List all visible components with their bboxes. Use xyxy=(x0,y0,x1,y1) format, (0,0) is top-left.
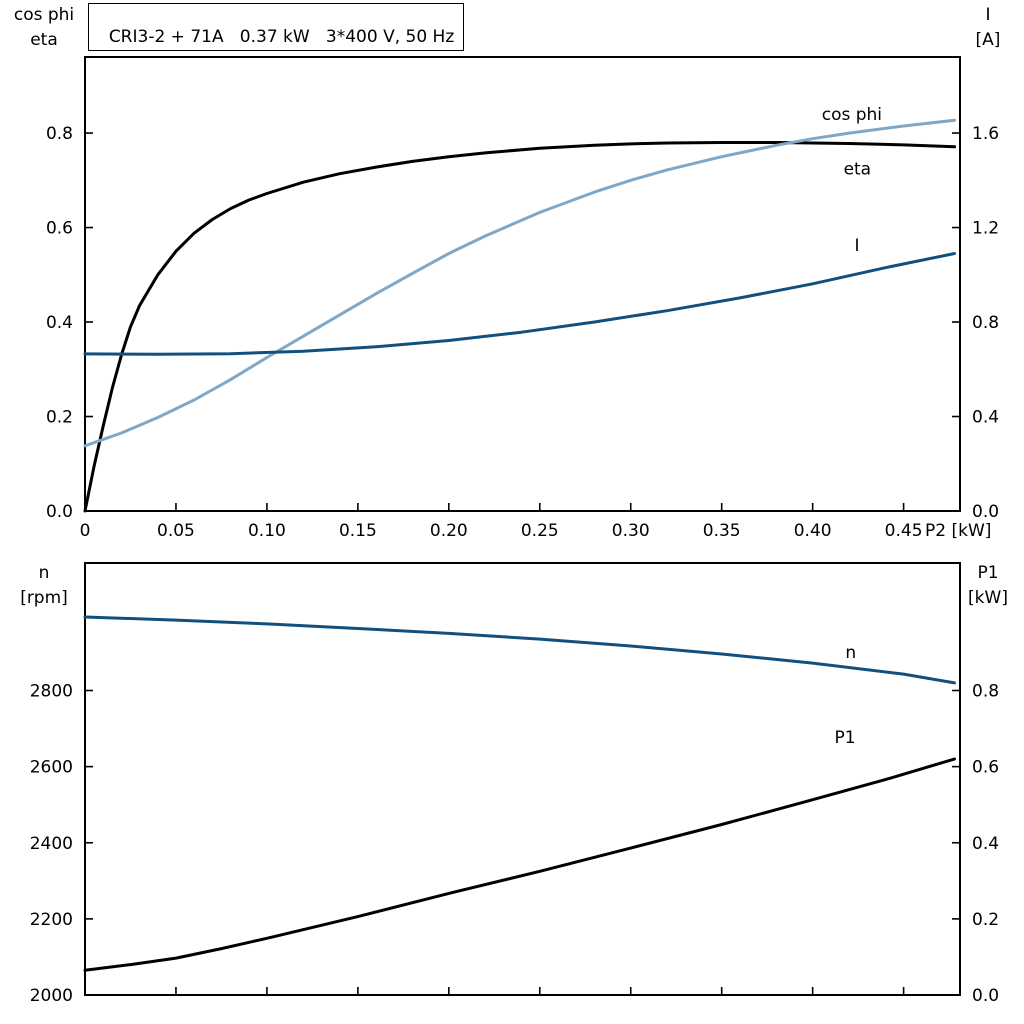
y-tick-label-right: 0.8 xyxy=(972,313,999,333)
x-tick-label: 0.40 xyxy=(794,521,832,541)
y-tick-label-left: 2200 xyxy=(30,910,73,930)
right-axis-label: [kW] xyxy=(968,588,1008,608)
y-tick-label-right: 0.0 xyxy=(972,986,999,1006)
y-tick-label-left: 0.4 xyxy=(46,313,73,333)
y-tick-label-right: 0.4 xyxy=(972,408,999,428)
y-tick-label-left: 2800 xyxy=(30,682,73,702)
y-tick-label-left: 0.6 xyxy=(46,219,73,239)
speed-curve-label: n xyxy=(845,643,856,663)
y-tick-label-right: 0.0 xyxy=(972,502,999,522)
y-tick-label-right: 0.8 xyxy=(972,682,999,702)
y-tick-label-right: 0.6 xyxy=(972,758,999,778)
bottom-chart-frame xyxy=(84,562,961,996)
x-tick-label: 0.20 xyxy=(430,521,468,541)
power-p1-curve xyxy=(83,757,956,972)
bottom-chart: 2000 2200 2400 2600 2800 0.0 0.2 0.4 0.6 0.8 n [rpm… xyxy=(20,562,1008,1006)
right-axis-label: I xyxy=(985,5,990,25)
y-tick-label-left: 2400 xyxy=(30,834,73,854)
x-tick-label: 0 xyxy=(80,521,91,541)
eta-curve-label: eta xyxy=(844,160,872,180)
right-axis-label: [A] xyxy=(976,30,1001,50)
power-p1-curve-label: P1 xyxy=(834,728,855,748)
y-tick-label-right: 1.2 xyxy=(972,219,999,239)
chart-title-box: CRI3-2 + 71A 0.37 kW 3*400 V, 50 Hz xyxy=(88,3,465,51)
current-curve xyxy=(83,252,956,356)
y-tick-label-right: 0.4 xyxy=(972,834,999,854)
y-tick-label-left: 2600 xyxy=(30,758,73,778)
y-tick-label-left: 0.2 xyxy=(46,408,73,428)
x-axis-label: P2 [kW] xyxy=(925,521,991,541)
chart-title: CRI3-2 + 71A 0.37 kW 3*400 V, 50 Hz xyxy=(108,27,455,47)
eta-curve xyxy=(83,141,956,513)
right-axis-label: P1 xyxy=(977,563,998,583)
x-tick-label: 0.45 xyxy=(885,521,923,541)
x-tick-label: 0.35 xyxy=(703,521,741,541)
y-tick-label-right: 1.6 xyxy=(972,124,999,144)
left-axis-label: [rpm] xyxy=(20,588,68,608)
x-tick-label: 0.05 xyxy=(157,521,195,541)
x-tick-label: 0.25 xyxy=(521,521,559,541)
y-tick-label-left: 2000 xyxy=(30,986,73,1006)
left-axis-label: cos phi xyxy=(14,5,74,25)
left-axis-label: n xyxy=(39,563,50,583)
left-axis-label: eta xyxy=(30,30,58,50)
y-tick-label-right: 0.2 xyxy=(972,910,999,930)
current-curve-label: I xyxy=(854,236,859,256)
cos-phi-curve xyxy=(83,118,956,448)
x-tick-label: 0.30 xyxy=(612,521,650,541)
top-chart: 0 0.05 0.10 0.15 0.20 0.25 0.30 0.35 0.40 0.45 0.0… xyxy=(14,5,1001,541)
y-tick-label-left: 0.0 xyxy=(46,502,73,522)
speed-curve xyxy=(83,615,956,685)
x-tick-label: 0.15 xyxy=(339,521,377,541)
y-tick-label-left: 0.8 xyxy=(46,124,73,144)
cos-phi-curve-label: cos phi xyxy=(822,105,882,125)
x-tick-label: 0.10 xyxy=(248,521,286,541)
top-chart-frame xyxy=(84,56,961,512)
